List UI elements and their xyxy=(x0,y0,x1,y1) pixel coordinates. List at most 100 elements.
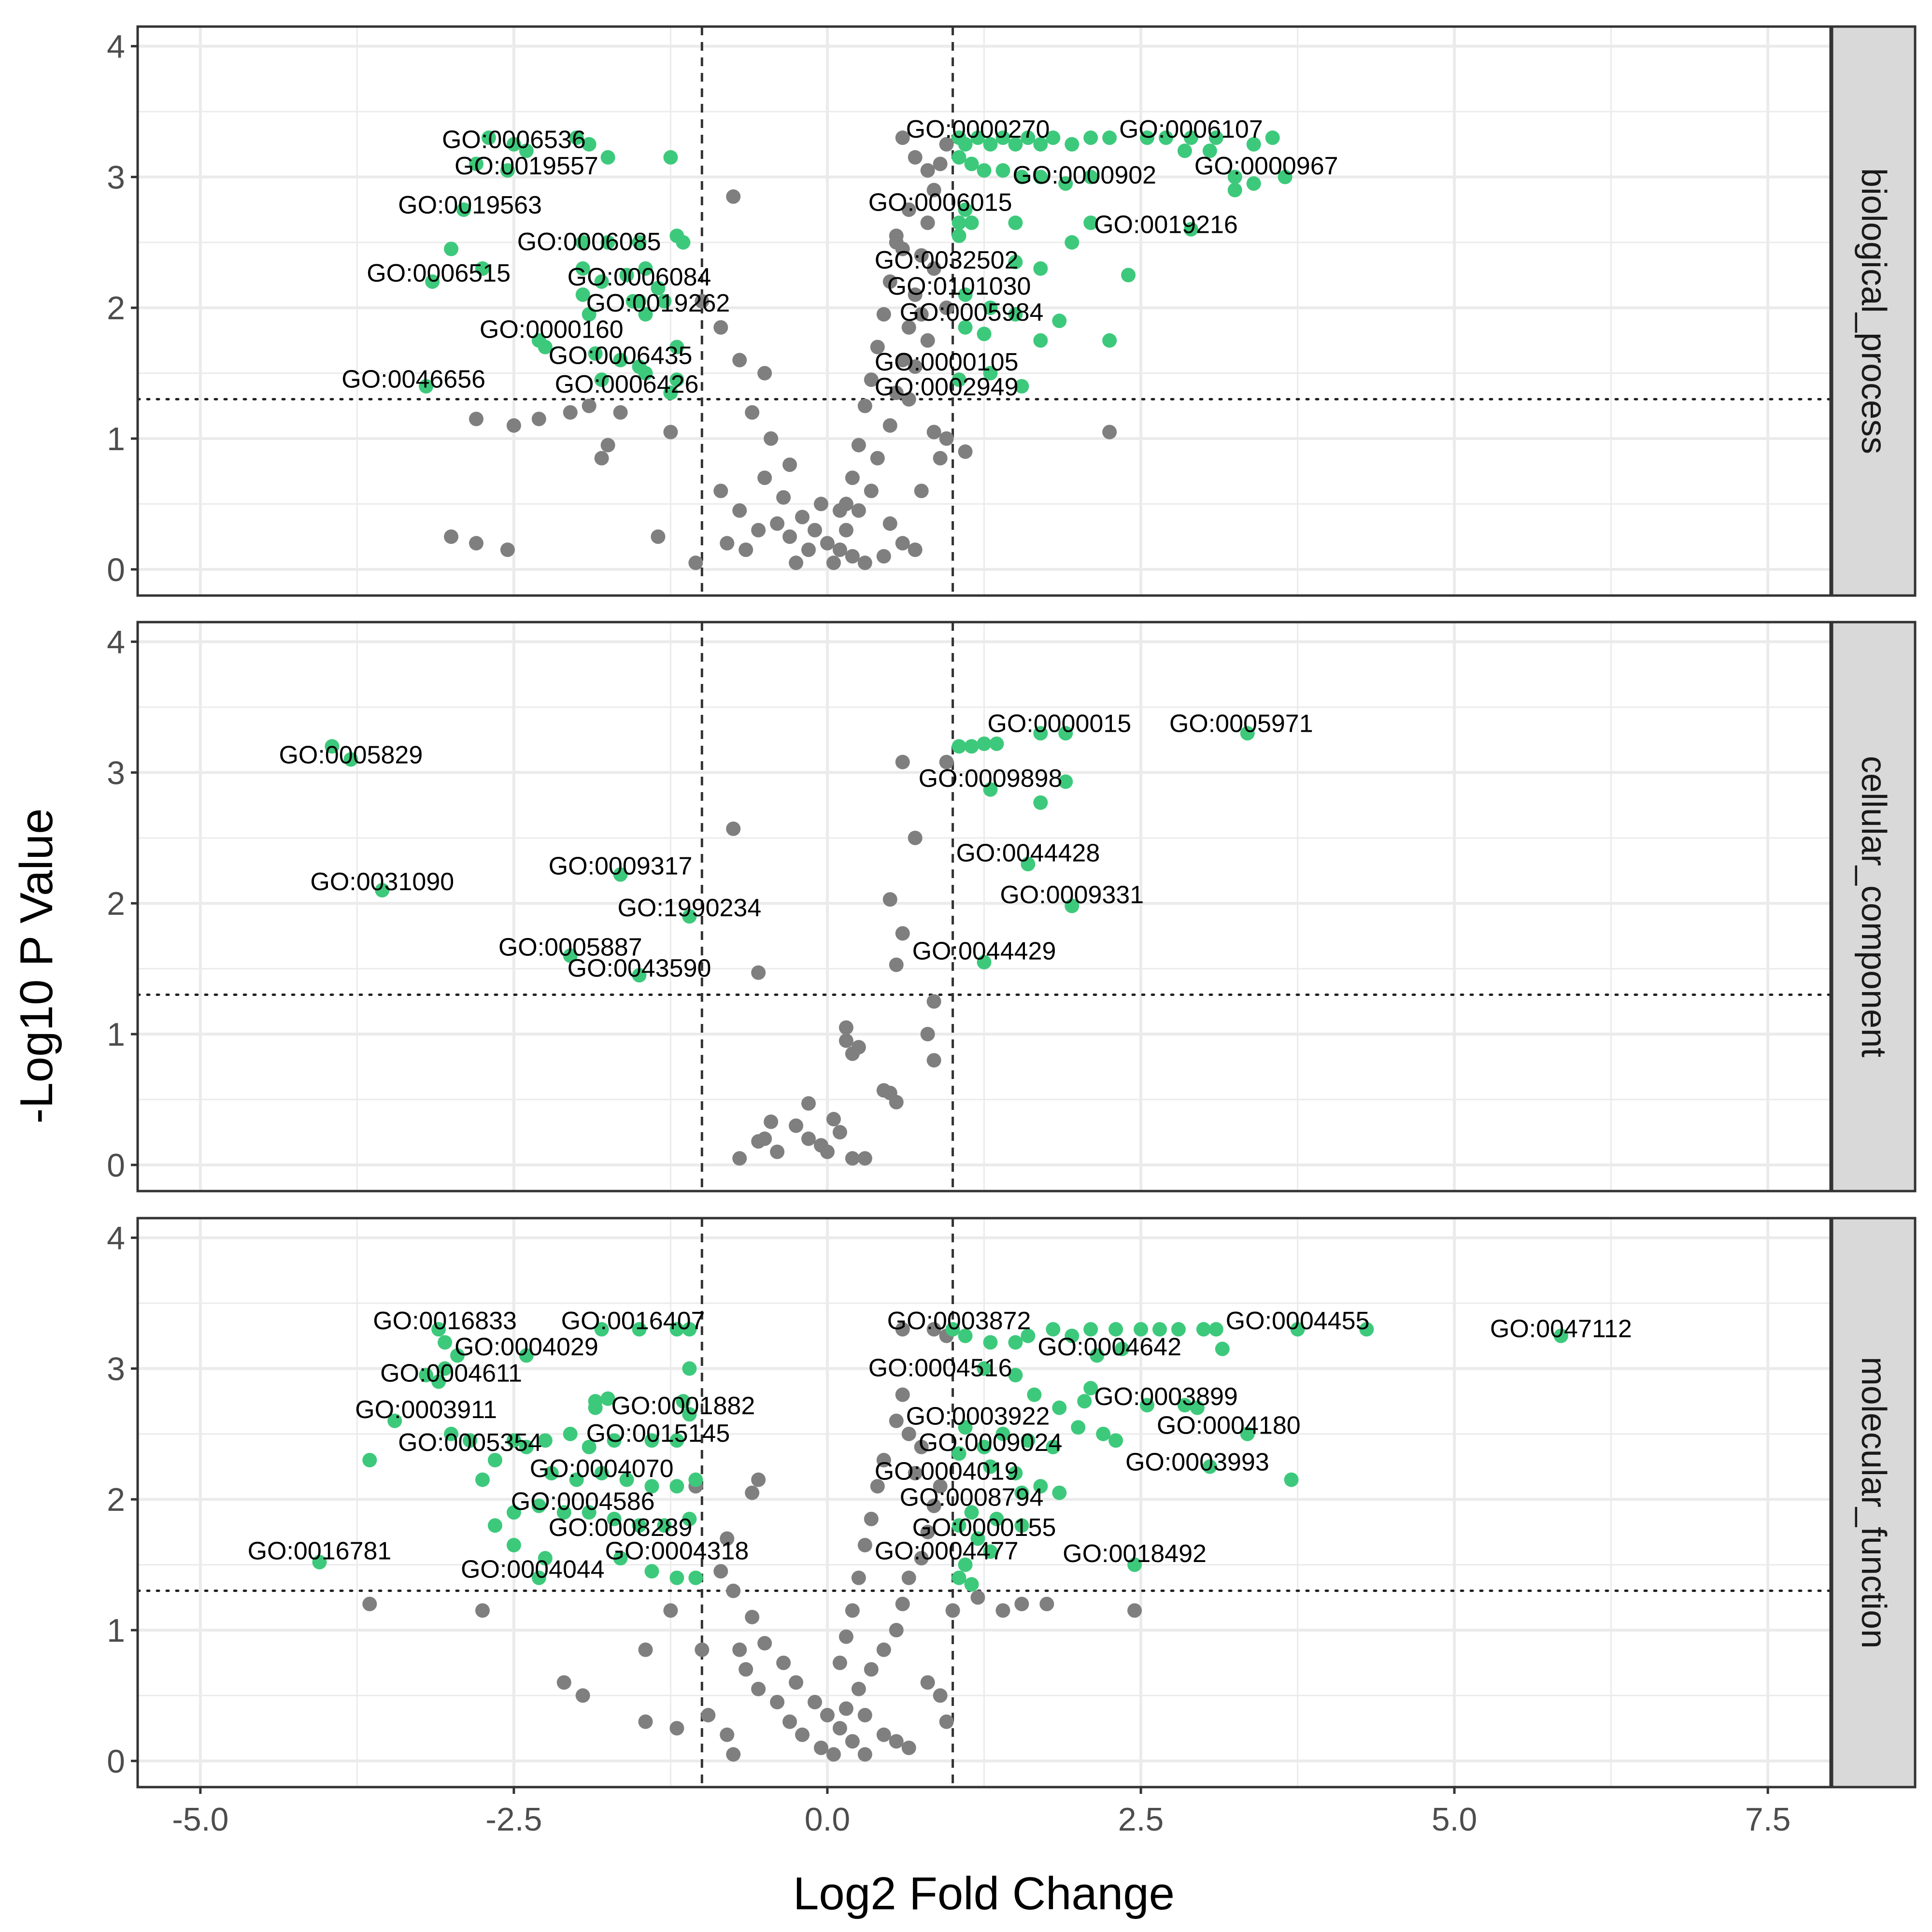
significant-point xyxy=(688,1472,703,1487)
nonsignificant-point xyxy=(1127,1603,1142,1618)
nonsignificant-point xyxy=(995,1603,1010,1618)
significant-point xyxy=(638,366,653,381)
significant-point xyxy=(651,281,666,296)
go-term-label: GO:0015145 xyxy=(586,1420,730,1448)
nonsignificant-point xyxy=(1102,425,1117,440)
nonsignificant-point xyxy=(920,163,935,178)
significant-point xyxy=(676,235,691,250)
nonsignificant-point xyxy=(795,510,810,525)
significant-point xyxy=(1065,898,1080,913)
facet-strip-label: molecular_function xyxy=(1854,1357,1893,1648)
nonsignificant-point xyxy=(826,1747,841,1762)
significant-point xyxy=(983,782,998,797)
nonsignificant-point xyxy=(789,1118,804,1133)
significant-point xyxy=(431,1322,446,1337)
significant-point xyxy=(1240,1426,1255,1441)
significant-point xyxy=(1096,1426,1111,1441)
x-tick-label: -2.5 xyxy=(485,1801,542,1838)
significant-point xyxy=(1058,726,1073,741)
nonsignificant-point xyxy=(876,1642,891,1657)
nonsignificant-point xyxy=(820,1144,835,1159)
nonsignificant-point xyxy=(726,189,741,204)
significant-point xyxy=(600,150,615,165)
go-term-label: GO:0006015 xyxy=(868,189,1012,217)
significant-point xyxy=(1046,130,1061,145)
nonsignificant-point xyxy=(920,1524,935,1539)
nonsignificant-point xyxy=(720,536,735,551)
significant-point xyxy=(619,1472,634,1487)
significant-point xyxy=(487,1518,502,1533)
nonsignificant-point xyxy=(920,333,935,348)
nonsignificant-point xyxy=(914,483,929,498)
significant-point xyxy=(676,1394,691,1409)
y-tick-label: 0 xyxy=(107,1147,125,1184)
nonsignificant-point xyxy=(939,300,954,315)
go-term-label: GO:0000015 xyxy=(987,710,1131,738)
go-term-label: GO:0047112 xyxy=(1490,1315,1632,1343)
significant-point xyxy=(1052,1400,1067,1415)
nonsignificant-point xyxy=(889,957,904,972)
significant-point xyxy=(1021,1433,1036,1448)
nonsignificant-point xyxy=(895,130,910,145)
significant-point xyxy=(1177,143,1192,158)
significant-point xyxy=(1083,1322,1098,1337)
significant-point xyxy=(669,372,684,387)
nonsignificant-point xyxy=(864,1511,879,1526)
y-tick-label: 1 xyxy=(107,421,125,457)
significant-point xyxy=(1208,130,1223,145)
significant-point xyxy=(1177,1398,1192,1413)
y-tick-label: 0 xyxy=(107,1743,125,1780)
nonsignificant-point xyxy=(813,497,828,511)
significant-point xyxy=(1284,1472,1299,1487)
significant-point xyxy=(519,1348,534,1363)
significant-point xyxy=(977,327,992,341)
go-term-label: GO:0005971 xyxy=(1169,710,1313,738)
significant-point xyxy=(362,1452,377,1467)
nonsignificant-point xyxy=(751,523,766,538)
significant-point xyxy=(644,1479,659,1494)
significant-point xyxy=(463,1433,478,1448)
nonsignificant-point xyxy=(726,1747,741,1762)
significant-point xyxy=(531,1498,546,1513)
significant-point xyxy=(1008,1466,1023,1481)
nonsignificant-point xyxy=(857,398,872,413)
nonsignificant-point xyxy=(851,503,866,518)
go-term-label: GO:0018492 xyxy=(1063,1540,1207,1568)
nonsignificant-point xyxy=(914,307,929,322)
significant-point xyxy=(1021,130,1036,145)
significant-point xyxy=(1033,333,1048,348)
go-term-label: GO:0003872 xyxy=(887,1307,1031,1335)
nonsignificant-point xyxy=(914,1551,929,1566)
nonsignificant-point xyxy=(531,412,546,426)
nonsignificant-point xyxy=(895,1596,910,1611)
significant-point xyxy=(970,130,985,145)
significant-point xyxy=(1102,333,1117,348)
nonsignificant-point xyxy=(901,202,916,217)
y-tick-label: 2 xyxy=(107,1481,125,1518)
significant-point xyxy=(1077,1394,1092,1409)
significant-point xyxy=(977,163,992,178)
nonsignificant-point xyxy=(882,418,897,433)
nonsignificant-point xyxy=(908,1466,923,1481)
nonsignificant-point xyxy=(945,1603,960,1618)
nonsignificant-point xyxy=(845,1734,860,1749)
nonsignificant-point xyxy=(895,242,910,256)
significant-point xyxy=(556,1505,571,1520)
significant-point xyxy=(506,137,521,152)
nonsignificant-point xyxy=(745,405,760,420)
significant-point xyxy=(1090,1348,1105,1363)
go-term-label: GO:0001882 xyxy=(611,1392,755,1420)
significant-point xyxy=(1121,268,1136,283)
significant-point xyxy=(1140,1398,1155,1413)
go-term-label: GO:0044428 xyxy=(956,839,1100,867)
significant-point xyxy=(983,1459,998,1474)
go-term-label: GO:0002949 xyxy=(875,373,1019,401)
significant-point xyxy=(1008,255,1023,270)
significant-point xyxy=(952,228,966,243)
nonsignificant-point xyxy=(732,1151,747,1166)
nonsignificant-point xyxy=(745,1485,760,1500)
nonsignificant-point xyxy=(926,183,941,198)
significant-point xyxy=(669,1433,684,1448)
significant-point xyxy=(607,1433,622,1448)
significant-point xyxy=(964,1577,979,1592)
